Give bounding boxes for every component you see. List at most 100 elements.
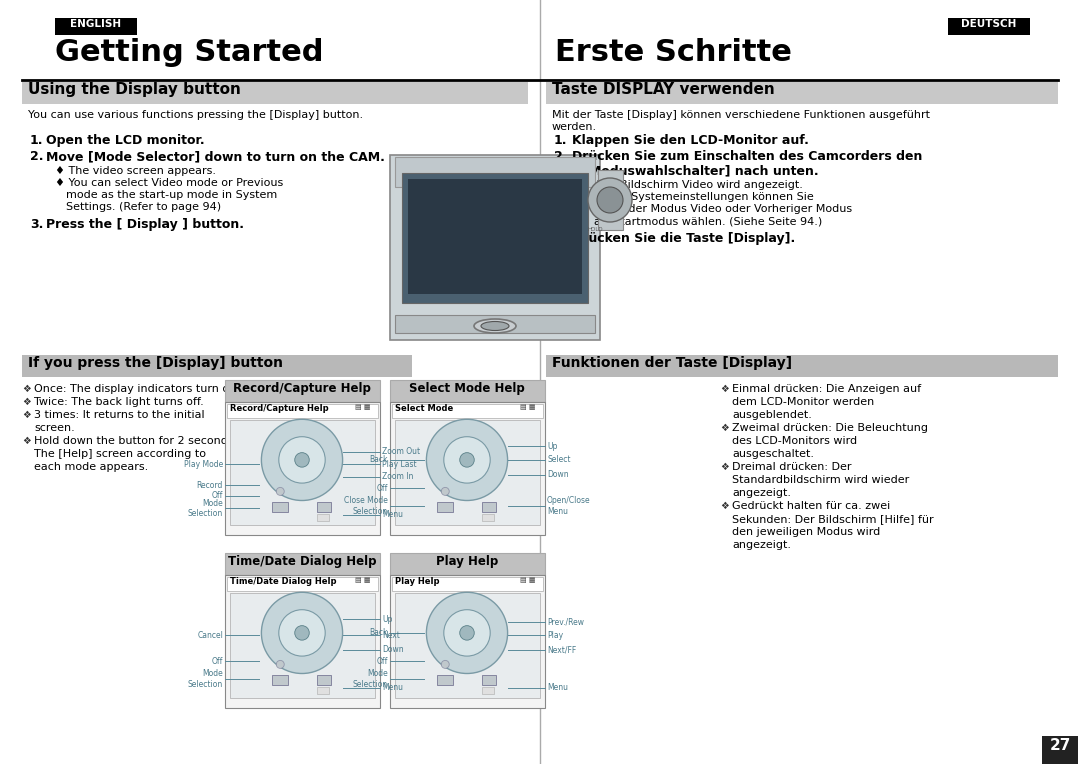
Text: Hold down the button for 2 seconds:: Hold down the button for 2 seconds: (33, 436, 238, 446)
Text: Next: Next (382, 630, 400, 639)
Text: Menu: Menu (382, 683, 403, 692)
Bar (227, 404, 378, 418)
Text: Off: Off (212, 657, 222, 665)
Bar (316, 514, 328, 521)
Text: ▤ ▦: ▤ ▦ (355, 577, 370, 583)
Text: Using the Display button: Using the Display button (28, 82, 241, 97)
Text: ❖: ❖ (22, 384, 30, 394)
Text: Up: Up (382, 615, 392, 623)
Text: angezeigt.: angezeigt. (732, 488, 791, 498)
Text: Down: Down (546, 470, 569, 479)
Circle shape (444, 437, 490, 483)
Text: Time/Date Dialog Help: Time/Date Dialog Help (228, 555, 376, 568)
Ellipse shape (474, 319, 516, 333)
Bar (272, 502, 288, 512)
Circle shape (588, 178, 632, 222)
Bar (225, 553, 380, 575)
Bar (390, 575, 545, 708)
Bar (22, 355, 411, 377)
Bar (225, 402, 380, 535)
Text: 2.: 2. (30, 150, 43, 163)
Circle shape (279, 437, 325, 483)
Text: Play: Play (546, 630, 563, 639)
Bar (225, 575, 380, 708)
Text: ♦ You can select Video mode or Previous: ♦ You can select Video mode or Previous (55, 178, 283, 188)
Text: Funktionen der Taste [Display]: Funktionen der Taste [Display] (552, 356, 792, 370)
Text: ❖: ❖ (720, 384, 729, 394)
Text: Gedrückt halten für ca. zwei: Gedrückt halten für ca. zwei (732, 501, 890, 511)
Text: ❖: ❖ (22, 436, 30, 446)
Text: Zweimal drücken: Die Beleuchtung: Zweimal drücken: Die Beleuchtung (732, 423, 928, 433)
Text: [Moduswahlschalter] nach unten.: [Moduswahlschalter] nach unten. (583, 164, 819, 177)
Bar (482, 687, 494, 694)
Text: Play Help: Play Help (436, 555, 498, 568)
Bar (390, 553, 545, 575)
Text: Move [Mode Selector] down to turn on the CAM.: Move [Mode Selector] down to turn on the… (46, 150, 384, 163)
Text: Play Help: Play Help (395, 577, 440, 586)
Bar (316, 675, 330, 685)
Text: Drücken Sie die Taste [Display].: Drücken Sie die Taste [Display]. (572, 232, 795, 245)
Text: Dreimal drücken: Der: Dreimal drücken: Der (732, 462, 851, 472)
Circle shape (460, 452, 474, 467)
Text: Zoom In: Zoom In (382, 472, 414, 481)
Bar (546, 82, 1058, 104)
Text: Down: Down (382, 646, 404, 654)
Text: Cancel: Cancel (198, 630, 222, 639)
Bar (437, 675, 454, 685)
Text: Play Last: Play Last (382, 460, 417, 468)
Circle shape (279, 610, 325, 656)
Bar (272, 675, 288, 685)
Bar (395, 157, 595, 187)
Text: ❖: ❖ (22, 410, 30, 420)
Circle shape (295, 626, 309, 640)
Text: Menu: Menu (546, 683, 568, 692)
Circle shape (276, 487, 284, 495)
Text: screen.: screen. (33, 423, 75, 433)
Text: Once: The display indicators turn off.: Once: The display indicators turn off. (33, 384, 240, 394)
Bar (22, 82, 528, 104)
Circle shape (295, 452, 309, 467)
Text: Mode
Selection: Mode Selection (188, 498, 222, 518)
Text: Up: Up (546, 442, 557, 451)
Text: Standardbildschirm wird wieder: Standardbildschirm wird wieder (732, 475, 909, 485)
Bar (227, 577, 378, 591)
Bar (392, 404, 543, 418)
Text: Sekunden: Der Bildschirm [Hilfe] für: Sekunden: Der Bildschirm [Hilfe] für (732, 514, 933, 524)
Text: Record: Record (197, 481, 222, 490)
Text: 3 times: It returns to the initial: 3 times: It returns to the initial (33, 410, 204, 420)
Text: Getting Started: Getting Started (55, 38, 324, 67)
Text: ❖: ❖ (720, 501, 729, 511)
Bar (482, 675, 496, 685)
Text: DEUTSCH: DEUTSCH (961, 19, 1016, 29)
Text: 1.: 1. (554, 134, 567, 147)
Circle shape (427, 592, 508, 674)
Text: als Startmodus wählen. (Siehe Seite 94.): als Startmodus wählen. (Siehe Seite 94.) (594, 216, 822, 226)
Text: Zoom Out: Zoom Out (382, 447, 420, 456)
Text: Open the LCD monitor.: Open the LCD monitor. (46, 134, 204, 147)
Bar (395, 593, 540, 698)
Text: ▤ ▦: ▤ ▦ (519, 404, 536, 410)
Text: entweder Modus Video oder Vorheriger Modus: entweder Modus Video oder Vorheriger Mod… (594, 204, 852, 214)
Text: The [Help] screen according to: The [Help] screen according to (33, 449, 206, 459)
Bar (546, 355, 1058, 377)
Text: Erste Schritte: Erste Schritte (555, 38, 792, 67)
Text: Off: Off (377, 484, 388, 493)
Bar (390, 402, 545, 535)
Text: Mode
Selection: Mode Selection (353, 669, 388, 689)
Text: werden.: werden. (552, 122, 597, 132)
Text: ♦ Der Bildschirm Video wird angezeigt.: ♦ Der Bildschirm Video wird angezeigt. (583, 180, 802, 190)
Text: angezeigt.: angezeigt. (732, 540, 791, 550)
Text: Twice: The back light turns off.: Twice: The back light turns off. (33, 397, 204, 407)
Bar (482, 514, 494, 521)
Text: ♦ Unter Systemeinstellungen können Sie: ♦ Unter Systemeinstellungen können Sie (583, 192, 813, 202)
Bar (392, 577, 543, 591)
Text: Prev./Rew: Prev./Rew (546, 618, 584, 627)
Bar (316, 502, 330, 512)
Polygon shape (1042, 736, 1078, 764)
Text: Open/Close
Menu: Open/Close Menu (546, 497, 591, 516)
Text: Drücken Sie zum Einschalten des Camcorders den: Drücken Sie zum Einschalten des Camcorde… (572, 150, 922, 163)
Text: If you press the [Display] button: If you press the [Display] button (28, 356, 283, 370)
Bar (395, 420, 540, 525)
Text: Play Mode: Play Mode (184, 460, 222, 468)
Text: Taste DISPLAY verwenden: Taste DISPLAY verwenden (552, 82, 774, 97)
